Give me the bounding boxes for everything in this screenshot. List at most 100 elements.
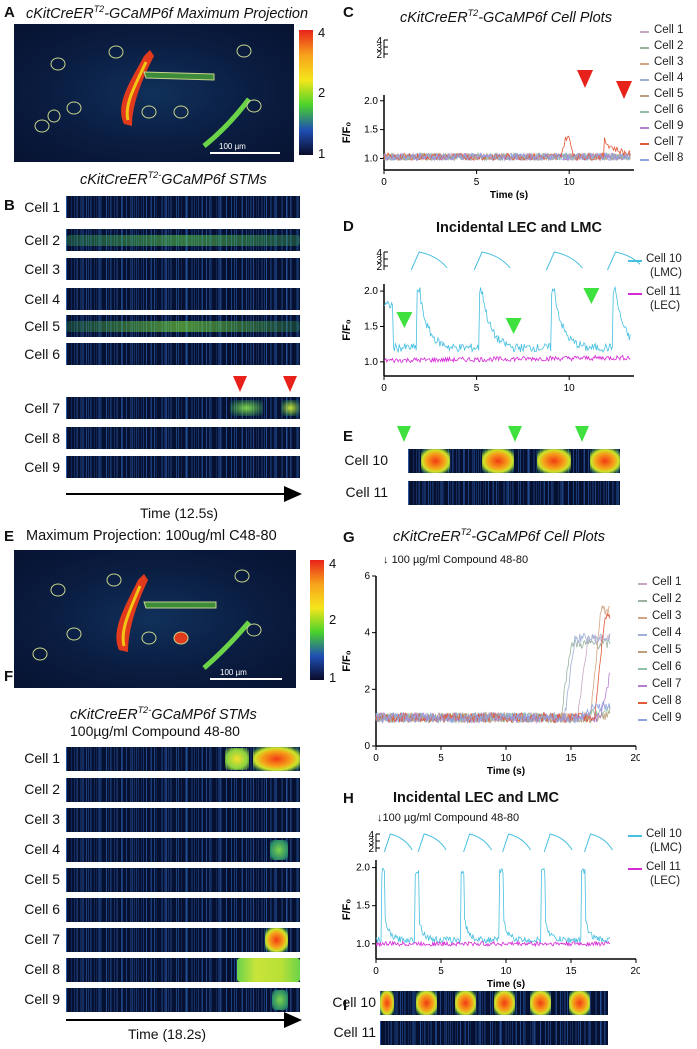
legend-label: Cell 9 — [654, 120, 684, 132]
stack-tick-label: 2 — [376, 262, 382, 273]
legend-swatch — [628, 835, 642, 837]
x-axis-label: Time (s) — [487, 766, 525, 777]
legend-swatch — [638, 583, 647, 585]
stm-activity — [229, 400, 263, 416]
chart-c: 0 5 10 1.0 1.5 2.0 Time (s) F/F₀ 432 — [341, 36, 634, 201]
stm-strip — [66, 343, 300, 365]
panel-letter-a: A — [4, 4, 15, 21]
legend-label: Cell 6 — [652, 661, 682, 673]
legend-label: Cell 10 — [646, 253, 682, 265]
series-line-7 — [383, 135, 631, 162]
panel-letter-c: C — [343, 4, 354, 21]
time-arrow-b — [66, 493, 291, 495]
stm-strip — [66, 288, 300, 310]
panel-letter-g: G — [343, 529, 355, 546]
y-tick-label: 2.0 — [356, 863, 370, 874]
stm-activity — [236, 958, 300, 982]
legend-swatch — [638, 668, 647, 670]
stm-strip — [66, 196, 300, 218]
time-arrow-f — [66, 1019, 291, 1021]
series-line-3 — [375, 632, 611, 724]
legend-swatch — [640, 47, 649, 49]
legend-swatch — [638, 617, 647, 619]
stm-cell-label: Cell 7 — [24, 931, 60, 947]
cbar-tick: 4 — [329, 556, 337, 571]
chart-d: 0 5 10 1.0 1.5 2.0 F/F₀ 432 — [341, 248, 640, 394]
legend-label: Cell 11 — [646, 861, 681, 873]
stm-strip — [66, 229, 300, 251]
legend-label: Cell 5 — [652, 644, 682, 656]
series-line-lec — [375, 940, 611, 948]
colorbar-e — [310, 560, 324, 680]
legend-label: (LMC) — [650, 267, 682, 279]
stm-strip — [66, 315, 300, 337]
stm-activity — [494, 991, 515, 1015]
series-line-8 — [375, 700, 611, 724]
stm-strip — [66, 868, 300, 892]
stack-tick-label: 3 — [376, 255, 382, 266]
stm-activity — [271, 990, 289, 1010]
stm-strip — [380, 991, 608, 1015]
annotation-g: ↓ 100 µg/ml Compound 48-80 — [383, 554, 529, 566]
stm-activity — [537, 449, 572, 473]
stm-strip — [66, 427, 300, 449]
x-tick-label: 0 — [381, 177, 387, 188]
panel-f-title: cKitCreERT2-GCaMP6f STMs — [70, 705, 257, 723]
arrowhead-icon — [284, 1012, 302, 1028]
legend-swatch — [628, 293, 642, 295]
stack-tick-label: 2 — [368, 844, 374, 855]
stm-activity — [482, 449, 514, 473]
legend-swatch — [628, 260, 642, 262]
x-tick-label: 5 — [438, 966, 444, 977]
panel-letter-d: D — [343, 218, 354, 235]
legend-label: Cell 4 — [652, 627, 682, 639]
stack-tick-label: 2 — [376, 50, 382, 61]
legend-swatch — [640, 143, 649, 145]
stm-strip — [408, 481, 620, 505]
y-tick-label: 1.0 — [364, 153, 378, 164]
stack-tick-label: 4 — [368, 830, 374, 841]
legend-label: Cell 1 — [654, 24, 684, 36]
chart-h: 0 5 10 15 20 1.0 1.5 2.0 Time (s) F/F₀ 432 — [341, 830, 640, 990]
stm-activity — [420, 449, 451, 473]
green-arrow-icon — [583, 288, 600, 304]
x-tick-label: 10 — [500, 966, 512, 977]
panel-letter-h: H — [343, 790, 354, 807]
legend-swatch — [640, 95, 649, 97]
y-axis-label: F/F₀ — [341, 650, 353, 671]
y-tick-label: 2.0 — [364, 286, 378, 297]
stack-tick-label: 4 — [376, 248, 382, 259]
stm-cell-label: Cell 9 — [24, 991, 60, 1007]
series-line-lmc — [383, 285, 631, 354]
scale-bar-a: 100 µm — [219, 142, 246, 151]
stm-strip — [66, 988, 300, 1012]
legend-label: Cell 5 — [654, 88, 684, 100]
cbar-tick: 2 — [318, 85, 326, 100]
stm-strip — [66, 958, 300, 982]
cbar-tick: 4 — [318, 25, 326, 40]
green-arrows-e — [397, 426, 589, 442]
legend-label: Cell 7 — [654, 136, 684, 148]
legend-label: Cell 2 — [652, 593, 682, 605]
microscopy-image-a: 100 µm — [14, 24, 294, 162]
stm-cell-label: Cell 1 — [24, 750, 60, 766]
panel-letter-e: E — [343, 428, 354, 445]
legend-swatch — [640, 111, 649, 113]
panel-b-title: cKitCreERT2-GCaMP6f STMs — [80, 170, 267, 188]
y-tick-label: 4 — [364, 628, 370, 639]
time-label-f: Time (18.2s) — [128, 1026, 207, 1042]
stm-activity — [264, 928, 289, 952]
lmc-stack-trace — [383, 833, 613, 853]
stm-activity — [590, 449, 620, 473]
stm-strip — [66, 928, 300, 952]
x-tick-label: 20 — [630, 753, 640, 764]
lmc-stack-trace — [410, 251, 640, 271]
y-tick-label: 1.0 — [364, 357, 378, 368]
stm-cell-label: Cell 2 — [24, 781, 60, 797]
legend-label: (LEC) — [650, 875, 681, 887]
stm-cell-label: Cell 5 — [24, 871, 60, 887]
green-arrow-icon — [396, 312, 413, 328]
stm-activity — [380, 991, 394, 1015]
stm-cell-label: Cell 7 — [24, 400, 60, 416]
